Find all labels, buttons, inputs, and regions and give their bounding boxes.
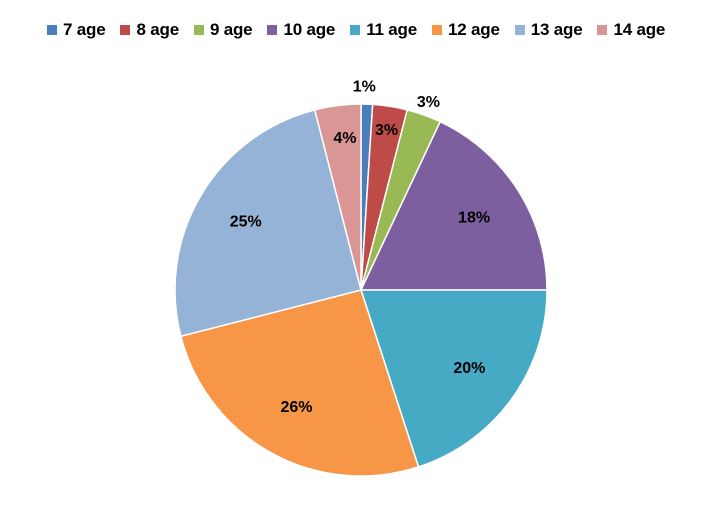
legend-swatch — [350, 25, 361, 35]
legend-label: 11 age — [366, 20, 417, 39]
legend-label: 13 age — [530, 20, 583, 39]
legend-item: 8 age — [120, 20, 179, 40]
chart-legend: 7 age 8 age 9 age 10 age 11 age 12 age 13 age 1… — [47, 20, 665, 40]
legend-swatch — [120, 25, 131, 35]
legend-swatch — [597, 25, 608, 35]
pie-slice-11-age — [360, 289, 548, 468]
data-label: 1% — [353, 79, 376, 96]
legend-item: 13 age — [514, 20, 583, 40]
legend-item: 11 age — [350, 20, 417, 40]
pie-slice-10-age — [360, 120, 548, 291]
legend-label: 12 age — [447, 20, 500, 39]
legend-item: 10 age — [267, 20, 335, 40]
data-label: 3% — [375, 122, 398, 139]
legend-label: 10 age — [283, 20, 336, 39]
data-label: 26% — [280, 399, 312, 416]
pie-slice-13-age — [174, 109, 362, 338]
data-label: 25% — [230, 213, 262, 230]
legend-label: 7 age — [63, 20, 106, 39]
legend-label: 8 age — [136, 20, 179, 39]
data-label: 3% — [417, 94, 440, 111]
legend-swatch — [193, 25, 204, 35]
legend-swatch — [514, 25, 525, 35]
legend-swatch — [267, 25, 278, 35]
legend-item: 12 age — [431, 20, 500, 40]
pie-slice-14-age — [313, 103, 362, 291]
data-label: 4% — [333, 130, 356, 147]
legend-swatch — [431, 25, 442, 35]
legend-item: 9 age — [193, 20, 253, 40]
legend-swatch — [47, 25, 57, 35]
data-label: 18% — [458, 210, 490, 227]
pie-slice-12-age — [180, 289, 420, 477]
legend-item: 7 age — [47, 20, 106, 40]
legend-item: 14 age — [597, 20, 665, 40]
data-label: 20% — [453, 360, 485, 377]
legend-label: 14 age — [613, 20, 666, 39]
legend-label: 9 age — [209, 20, 253, 39]
